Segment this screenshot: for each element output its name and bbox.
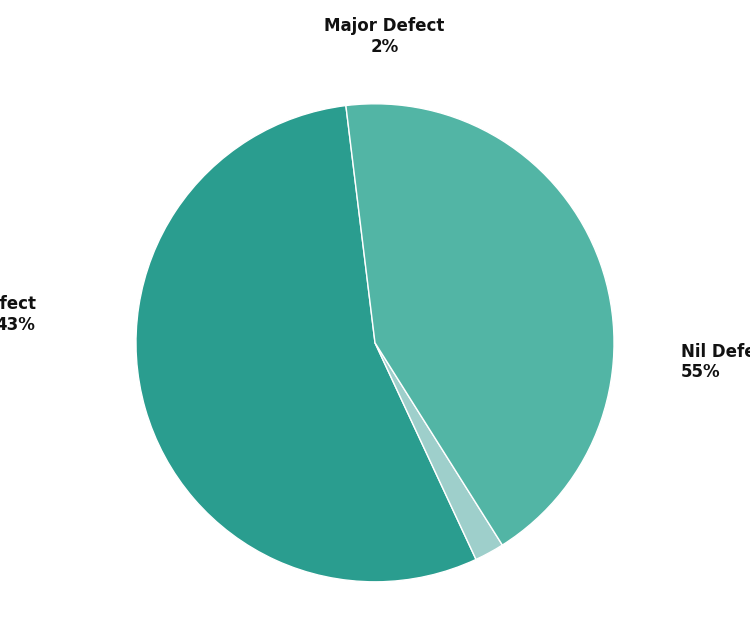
Text: Major Defect
2%: Major Defect 2%	[324, 18, 445, 56]
Wedge shape	[375, 343, 502, 559]
Text: Nil Defect
55%: Nil Defect 55%	[681, 343, 750, 381]
Wedge shape	[136, 106, 476, 582]
Text: Minor Defect
43%: Minor Defect 43%	[0, 295, 35, 333]
Wedge shape	[346, 104, 614, 545]
